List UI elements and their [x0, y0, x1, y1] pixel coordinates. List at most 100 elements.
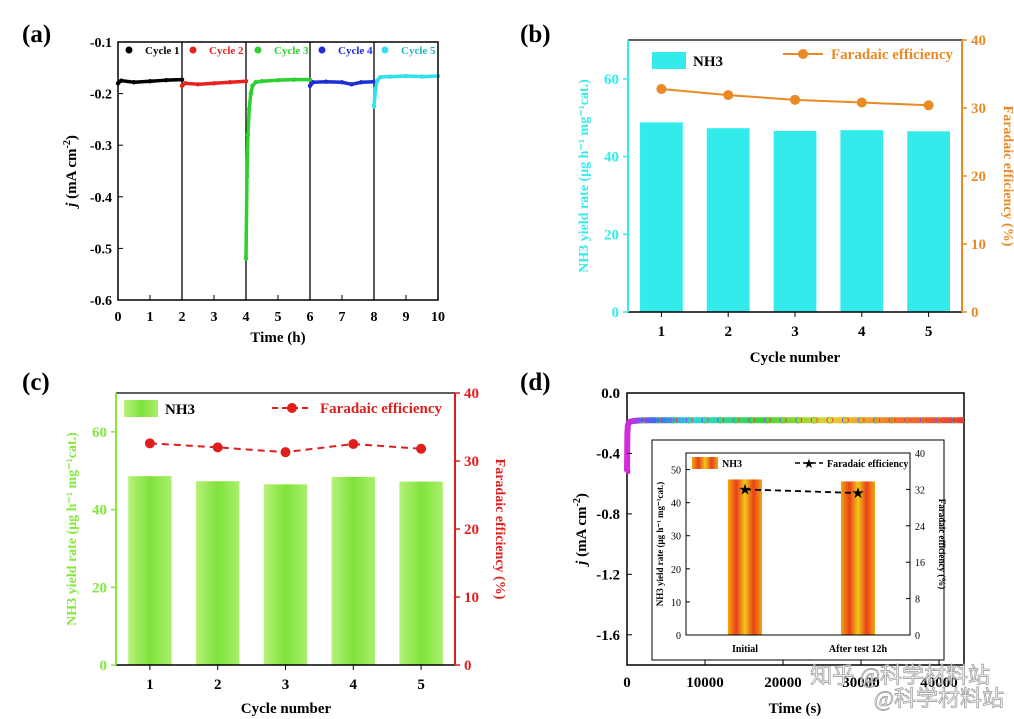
x-tick-label: 3 — [211, 310, 218, 325]
y-left-tick-label: 40 — [604, 150, 619, 166]
data-point — [179, 77, 185, 82]
data-point — [779, 416, 787, 424]
x-tick-label: 40000 — [920, 675, 958, 691]
inset-legend-bar-swatch — [692, 457, 718, 469]
data-point — [243, 256, 249, 261]
panel-a-xlabel: Time (h) — [250, 330, 305, 346]
y-tick-label: -1.2 — [596, 567, 620, 583]
panel-c-ylabel-left: NH3 yield rate (μg h⁻¹ mg⁻¹cat.) — [65, 432, 80, 626]
data-point — [371, 104, 377, 109]
faradaic-efficiency-point — [790, 94, 800, 105]
x-tick-label: 4 — [858, 324, 866, 340]
x-tick-label: 4 — [350, 677, 358, 693]
data-point — [919, 416, 927, 424]
y-tick-label: -0.8 — [596, 507, 620, 523]
data-point — [810, 416, 818, 424]
x-tick-label: 3 — [791, 324, 799, 340]
data-point — [247, 106, 252, 112]
watermark-line2: @科学材料站 — [874, 686, 1004, 711]
faradaic-efficiency-point — [348, 439, 359, 449]
data-point — [654, 416, 662, 424]
data-point — [375, 78, 380, 83]
bar — [840, 130, 884, 312]
inset-y-left-tick-label: 40 — [671, 499, 681, 510]
data-point — [195, 82, 201, 87]
x-tick-label: 8 — [371, 310, 378, 325]
data-point — [147, 79, 153, 84]
y-left-tick-label: 60 — [604, 72, 619, 88]
panel-b-xlabel: Cycle number — [750, 350, 841, 366]
data-point — [250, 83, 255, 89]
data-point — [795, 416, 803, 424]
panel-c-chart: 1 2 3 4 5 0 20 40 60 0 10 20 30 40 NH3 Faradaic effici… — [65, 386, 507, 717]
y-right-tick-label: 0 — [464, 658, 472, 674]
y-right-tick-label: 30 — [971, 101, 986, 117]
inset-x-tick-label: Initial — [732, 644, 758, 655]
data-point — [243, 79, 249, 84]
x-tick-label: 5 — [275, 310, 282, 325]
x-tick-label: 0 — [115, 310, 122, 325]
data-point — [873, 416, 881, 424]
inset-y-right-tick-label: 16 — [915, 558, 925, 569]
inset-legend-star: ★ — [803, 456, 815, 471]
inset-legend-bar-label: NH3 — [722, 459, 742, 470]
faradaic-efficiency-point — [923, 100, 934, 111]
faradaic-efficiency-point — [280, 447, 291, 458]
inset-legend-line-label: Faradaic efficiency — [827, 459, 908, 470]
y-tick-label: 0.0 — [601, 386, 620, 402]
data-point — [339, 80, 345, 85]
inset-y-right-tick-label: 32 — [915, 485, 925, 496]
data-point — [323, 79, 329, 84]
data-point — [951, 416, 959, 424]
panel-b-ylabel-left: NH3 yield rate (μg h⁻¹ mg⁻¹cat.) — [577, 79, 592, 273]
y-right-tick-label: 20 — [464, 522, 479, 538]
data-point — [904, 416, 912, 424]
panel-label-b: (b) — [520, 21, 551, 48]
panel-a-chart: 0 1 2 3 4 5 6 7 8 9 10 -0.1 -0.2 -0.3 -0.4 -0.5 -0.6 Cy… — [62, 36, 445, 346]
data-point — [857, 416, 865, 424]
inset-star-marker: ★ — [738, 482, 751, 498]
x-tick-label: 3 — [282, 677, 290, 693]
x-tick-label: 7 — [339, 310, 346, 325]
legend-label: Cycle 2 — [209, 45, 244, 57]
inset-bar — [728, 479, 762, 635]
inset-star-marker: ★ — [851, 486, 864, 502]
panel-label-a: (a) — [22, 21, 51, 48]
panel-b-ylabel-right: Faradaic efficiency (%) — [1000, 106, 1014, 247]
legend-label: Cycle 4 — [338, 45, 373, 57]
data-point — [888, 416, 896, 424]
data-point — [183, 81, 188, 86]
panel-label-c: (c) — [22, 369, 50, 396]
data-point — [248, 91, 253, 96]
inset-plot-frame — [685, 452, 911, 636]
y-tick-label: -1.6 — [596, 628, 620, 644]
legend-marker — [254, 46, 262, 54]
inset-ylabel-right: Faradaic efficiency (%) — [937, 499, 947, 589]
data-point — [211, 81, 217, 86]
y-right-tick-label: 40 — [464, 386, 479, 402]
panel-c-ylabel-right: Faradaic efficiency (%) — [492, 459, 507, 600]
bar — [773, 130, 817, 312]
data-point — [826, 416, 834, 424]
bar — [640, 122, 683, 313]
y-left-tick-label: 40 — [92, 503, 107, 519]
data-point — [275, 77, 281, 83]
legend-line-label: Faradaic efficiency — [831, 47, 954, 63]
data-point — [349, 82, 354, 87]
data-point — [179, 83, 185, 89]
panel-d-ylabel: j (mA cm-2) — [572, 493, 590, 567]
y-left-tick-label: 60 — [92, 425, 107, 441]
y-right-tick-label: 0 — [971, 305, 979, 321]
x-tick-label: 1 — [658, 324, 666, 340]
bar — [706, 128, 750, 312]
legend-label: Cycle 1 — [145, 45, 180, 57]
data-point — [307, 83, 313, 89]
inset-y-left-tick-label: 20 — [671, 565, 681, 576]
data-point — [227, 80, 233, 85]
faradaic-efficiency-point — [212, 442, 223, 453]
faradaic-efficiency-point — [856, 97, 867, 108]
x-tick-label: 0 — [623, 675, 631, 691]
inset-y-left-tick-label: 0 — [676, 631, 681, 642]
y-right-tick-label: 20 — [971, 169, 986, 185]
